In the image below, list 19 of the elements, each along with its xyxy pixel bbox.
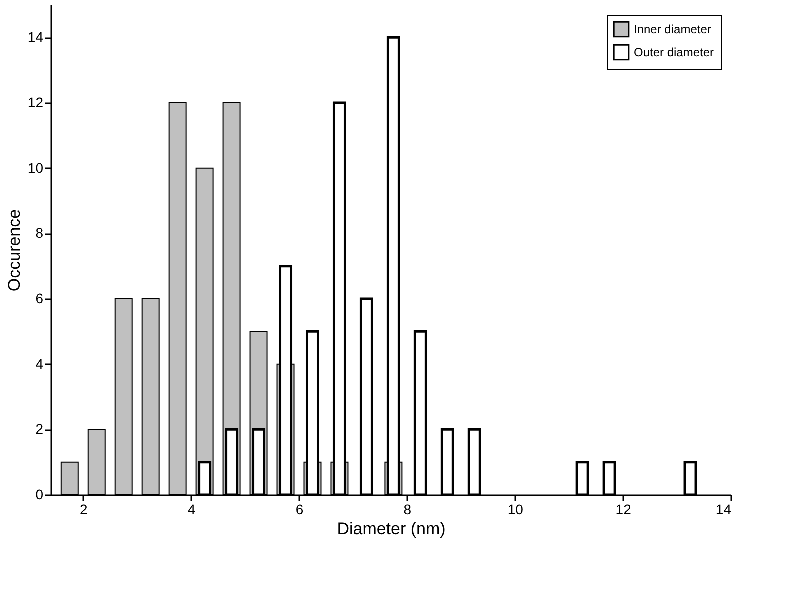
y-tick-label: 14	[28, 29, 44, 46]
x-tick-label: 14	[716, 502, 732, 518]
y-tick-label: 8	[36, 225, 44, 242]
x-tick-label: 12	[616, 502, 632, 518]
y-tick-label: 2	[36, 421, 44, 438]
y-tick-label: 4	[36, 356, 44, 372]
x-tick-label: 10	[508, 502, 524, 518]
y-tick-label: 12	[28, 94, 44, 110]
x-tick-label: 6	[296, 502, 304, 518]
y-tick-label: 6	[36, 290, 44, 306]
legend-label: Inner diameter	[634, 22, 712, 36]
legend-label: Outer diameter	[634, 46, 714, 60]
y-tick-label: 0	[36, 486, 44, 502]
y-tick-label: 10	[28, 160, 44, 176]
x-tick-label: 8	[404, 502, 412, 518]
x-axis-title: Diameter (nm)	[337, 520, 446, 538]
x-tick-label: 4	[188, 502, 196, 518]
y-axis-title: Occurence	[4, 209, 24, 292]
x-tick-label: 2	[80, 502, 88, 518]
